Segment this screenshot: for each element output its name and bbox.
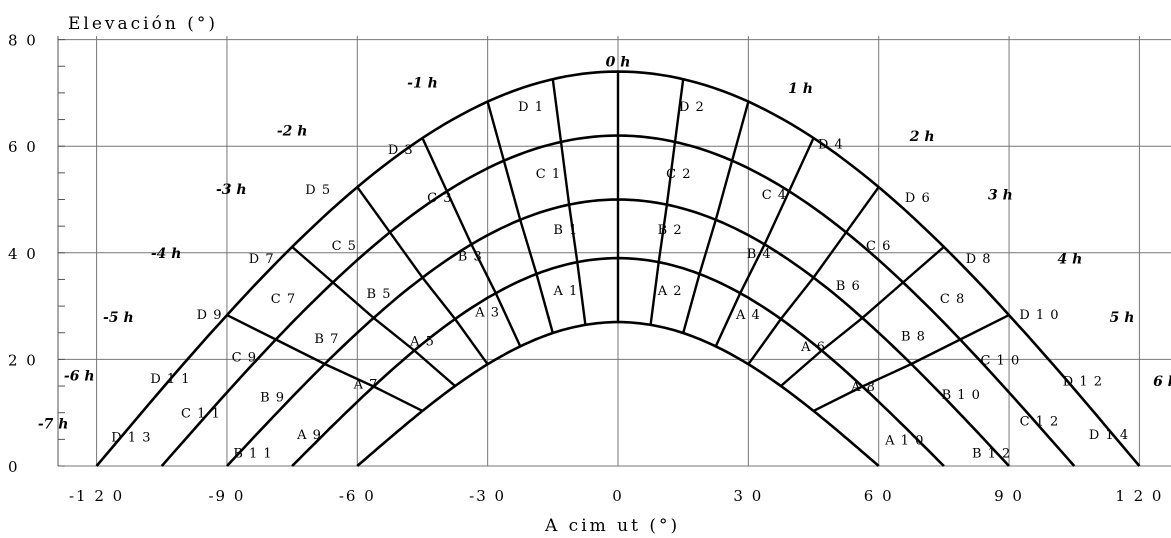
y-tick-label: 8 0 — [8, 32, 38, 50]
tick-labels: 0 2 0 4 0 6 0 8 0 -1 2 0 -9 0 -6 0 -3 0 0 3 0 6 0 9 … — [8, 32, 1163, 505]
sector-label: C 1 0 — [980, 353, 1020, 368]
sector-label: B 1 0 — [942, 388, 981, 403]
sector-label: D 1 4 — [1089, 428, 1129, 443]
y-tick-label: 0 — [8, 458, 20, 476]
hour-line — [226, 314, 424, 412]
sector-label: D 9 — [197, 308, 223, 323]
sector-label: C 1 1 — [181, 407, 221, 422]
sector-label: A 1 — [552, 284, 578, 299]
x-tick-label: 6 0 — [864, 487, 894, 505]
x-tick-label: -1 2 0 — [69, 487, 124, 505]
x-tick-label: 0 — [612, 487, 624, 505]
sector-label: C 5 — [332, 239, 357, 254]
sector-label: B 2 — [658, 223, 683, 238]
sector-label: B 5 — [367, 287, 392, 302]
hour-line — [812, 314, 1010, 412]
sector-label: D 5 — [305, 183, 331, 198]
x-tick-label: -9 0 — [208, 487, 245, 505]
y-tick-label: 6 0 — [8, 138, 38, 156]
sector-label: C 4 — [762, 188, 787, 203]
sector-label: D 7 — [249, 252, 275, 267]
hour-label: 2 h — [909, 129, 935, 145]
hour-line — [421, 137, 522, 347]
sector-label: D 1 3 — [111, 431, 151, 446]
hour-label: 4 h — [1057, 251, 1082, 267]
hour-label: -5 h — [103, 310, 134, 326]
sector-label: B 8 — [901, 329, 926, 344]
sector-label: D 6 — [905, 191, 931, 206]
sector-label: A 7 — [353, 377, 379, 392]
sector-label: A 2 — [657, 284, 683, 299]
sector-labels: A 1 A 2 A 3 A 4 A 5 A 6 A 7 A 8 A 9 A 1 0 B 1 B 2 B … — [111, 100, 1129, 462]
hour-label: -7 h — [38, 417, 69, 433]
hour-line — [714, 137, 815, 347]
sector-label: B 1 — [553, 223, 578, 238]
x-axis-title: A cim ut (°) — [545, 516, 681, 536]
hour-label: -6 h — [64, 369, 95, 385]
y-axis-title: Elevación (°) — [68, 14, 218, 34]
sector-label: B 1 2 — [972, 447, 1011, 462]
hour-label: 6 h — [1153, 374, 1171, 390]
hour-line — [291, 245, 456, 387]
sector-label: D 1 0 — [1019, 308, 1059, 323]
x-tick-label: 1 2 0 — [1115, 487, 1163, 505]
sector-label: D 2 — [679, 100, 705, 115]
sector-label: B 9 — [260, 391, 285, 406]
sector-label: A 8 — [850, 380, 876, 395]
x-tick-label: 3 0 — [733, 487, 763, 505]
grid-lines — [57, 36, 1171, 467]
sector-label: C 1 — [536, 167, 561, 182]
hour-labels: 0 h 1 h -1 h 2 h -2 h 3 h -3 h 4 h -4 h 5 h -5 h 6 … — [38, 54, 1171, 433]
sector-label: A 9 — [296, 428, 322, 443]
hour-line — [780, 245, 945, 387]
sector-label: C 8 — [940, 292, 965, 307]
hour-label: -3 h — [216, 182, 247, 198]
sector-label: A 5 — [409, 335, 435, 350]
hour-label: 0 h — [606, 54, 631, 70]
sector-label: C 7 — [271, 292, 296, 307]
sector-label: B 4 — [747, 247, 772, 262]
sector-label: D 3 — [388, 143, 414, 158]
x-tick-label: -6 0 — [339, 487, 376, 505]
sector-label: B 6 — [836, 279, 861, 294]
hour-label: -4 h — [151, 246, 182, 262]
sector-label: D 1 — [518, 100, 544, 115]
hour-line — [649, 79, 685, 326]
sector-label: B 1 1 — [233, 447, 272, 462]
hour-line — [356, 186, 489, 365]
sector-label: C 6 — [866, 239, 891, 254]
hour-lines — [226, 71, 1010, 412]
x-tick-label: 9 0 — [994, 487, 1024, 505]
y-tick-label: 4 0 — [8, 245, 38, 263]
hour-label: -1 h — [407, 76, 438, 92]
hour-label: 3 h — [988, 188, 1013, 204]
sector-label: C 9 — [232, 351, 257, 366]
sector-label: C 2 — [666, 167, 691, 182]
sector-label: A 4 — [735, 308, 761, 323]
hour-line — [747, 186, 880, 365]
sector-label: A 1 0 — [884, 433, 924, 448]
sector-label: B 3 — [458, 249, 483, 264]
x-tick-label: -3 0 — [469, 487, 506, 505]
sector-label: D 4 — [818, 138, 844, 153]
sector-label: A 3 — [474, 305, 500, 320]
sector-label: D 8 — [966, 252, 992, 267]
hour-line — [551, 79, 587, 326]
hour-label: -2 h — [277, 124, 308, 140]
sector-label: C 1 2 — [1020, 415, 1060, 430]
sector-label: D 1 2 — [1063, 375, 1103, 390]
hour-label: 5 h — [1110, 310, 1135, 326]
hour-line — [682, 101, 750, 334]
sector-label: A 6 — [800, 340, 826, 355]
sector-label: B 7 — [314, 332, 339, 347]
minor-ticks — [58, 39, 65, 467]
sector-label: D 1 1 — [150, 372, 190, 387]
hour-line — [486, 101, 554, 334]
hour-label: 1 h — [788, 81, 813, 97]
sector-label: C 3 — [427, 191, 452, 206]
y-tick-label: 2 0 — [8, 351, 38, 369]
